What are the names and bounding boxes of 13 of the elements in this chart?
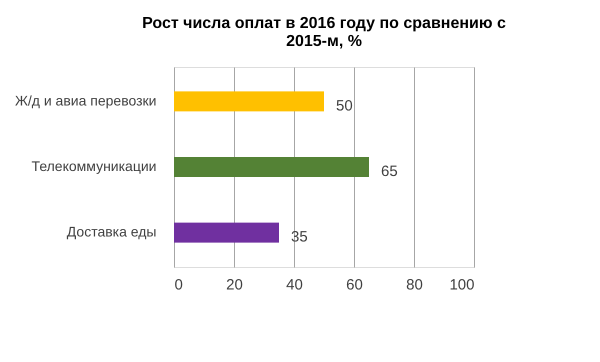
chart-title: Рост числа оплат в 2016 году по сравнению с 2015-м, % [142, 15, 506, 50]
x-tick-label: 60 [346, 276, 363, 294]
x-tick-label: 0 [174, 276, 183, 294]
data-label: 65 [381, 163, 398, 180]
y-tick-label: Ж/д и авиа перевозки [14, 92, 156, 108]
x-tick-label: 20 [226, 276, 243, 294]
y-tick-label: Доставка еды [66, 224, 156, 240]
x-tick-label: 100 [449, 276, 474, 294]
data-label: 50 [336, 97, 353, 114]
x-tick-label: 40 [286, 276, 303, 294]
x-tick-label: 80 [406, 276, 423, 294]
y-tick-label: Телекоммуникации [32, 158, 156, 174]
data-label: 35 [291, 228, 308, 246]
